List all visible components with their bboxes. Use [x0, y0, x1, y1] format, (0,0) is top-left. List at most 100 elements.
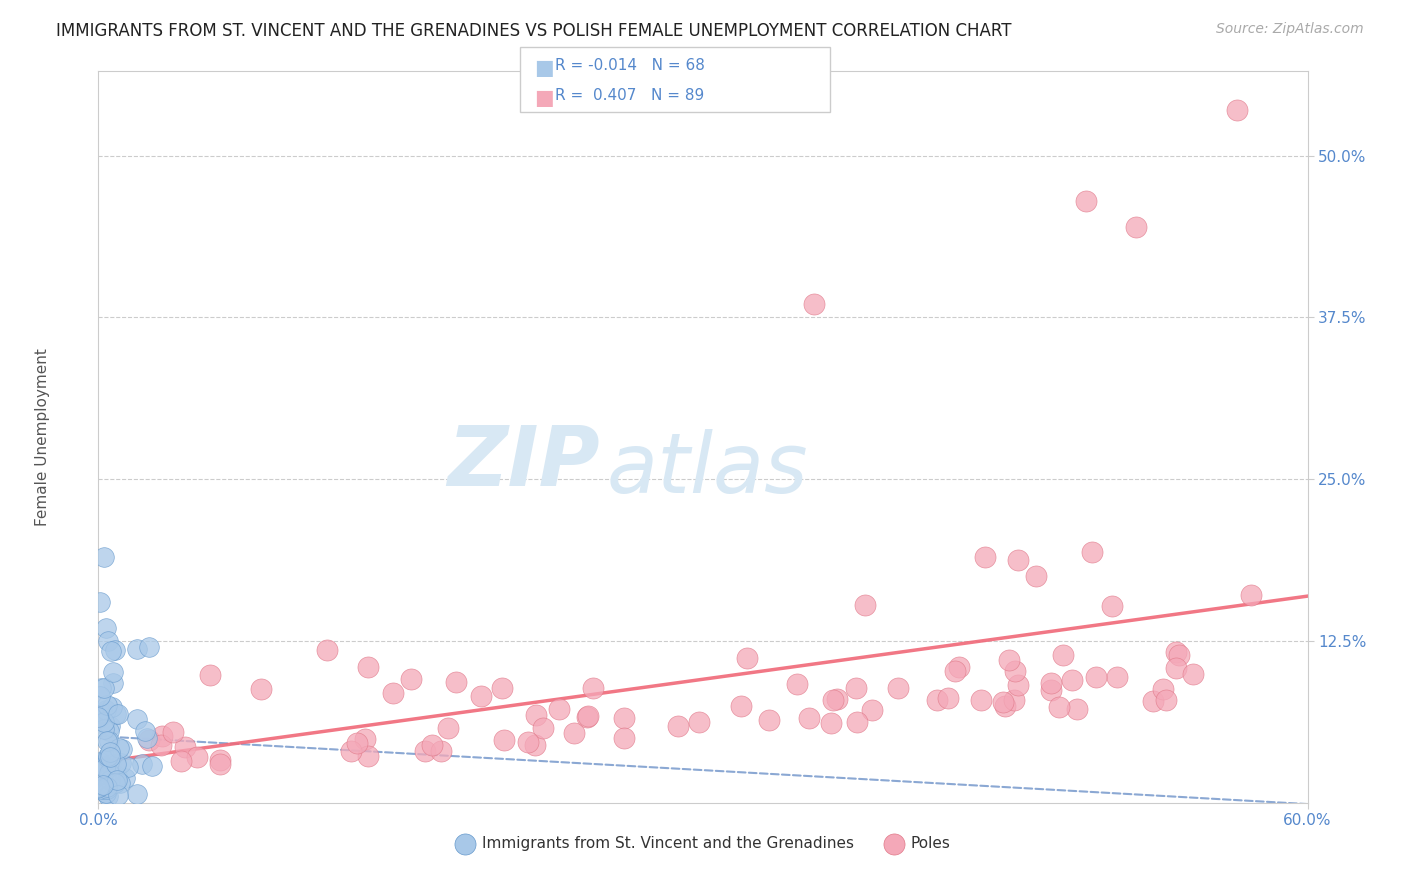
Text: IMMIGRANTS FROM ST. VINCENT AND THE GRENADINES VS POLISH FEMALE UNEMPLOYMENT COR: IMMIGRANTS FROM ST. VINCENT AND THE GREN…	[56, 22, 1012, 40]
Point	[1085, 670, 1108, 684]
Point	[346, 736, 368, 750]
Point	[524, 708, 547, 723]
Point	[101, 700, 124, 714]
Point	[100, 757, 122, 772]
Point	[1039, 676, 1062, 690]
Point	[853, 599, 876, 613]
Point	[974, 549, 997, 564]
Point	[758, 713, 780, 727]
Point	[1164, 645, 1187, 659]
Point	[613, 711, 636, 725]
Point	[96, 698, 118, 712]
Point	[1039, 682, 1062, 697]
Point	[91, 781, 114, 796]
Point	[97, 634, 120, 648]
Point	[138, 733, 160, 747]
Point	[94, 702, 117, 716]
Point	[94, 780, 117, 794]
Point	[87, 710, 110, 724]
Point	[98, 719, 121, 733]
Point	[105, 772, 128, 787]
Point	[1025, 569, 1047, 583]
Point	[93, 722, 115, 736]
Point	[117, 760, 139, 774]
Point	[991, 695, 1014, 709]
Text: atlas: atlas	[606, 429, 808, 510]
Point	[688, 714, 710, 729]
Point	[948, 660, 970, 674]
Point	[150, 729, 173, 743]
Point	[943, 664, 966, 678]
Point	[998, 653, 1021, 667]
Point	[98, 767, 121, 781]
Point	[1152, 682, 1174, 697]
Point	[90, 681, 112, 696]
Point	[823, 693, 845, 707]
Point	[100, 750, 122, 764]
Point	[96, 781, 118, 796]
Point	[97, 723, 120, 738]
Point	[97, 748, 120, 763]
Point	[887, 681, 910, 695]
Point	[105, 769, 128, 783]
Point	[100, 644, 122, 658]
Point	[170, 754, 193, 768]
Point	[1240, 588, 1263, 602]
Point	[91, 778, 114, 792]
Point	[422, 738, 444, 752]
Point	[730, 699, 752, 714]
Point	[786, 677, 808, 691]
Point	[357, 660, 380, 674]
Point	[575, 709, 598, 723]
Point	[208, 753, 231, 767]
Text: ZIP: ZIP	[447, 422, 600, 503]
Point	[209, 757, 232, 772]
Point	[96, 780, 118, 794]
Point	[548, 701, 571, 715]
Point	[413, 744, 436, 758]
Point	[135, 731, 157, 746]
Point	[105, 706, 128, 721]
Point	[101, 665, 124, 679]
Point	[356, 749, 378, 764]
Point	[104, 757, 127, 772]
Point	[927, 693, 949, 707]
Point	[1101, 599, 1123, 614]
Point	[825, 692, 848, 706]
Point	[799, 710, 821, 724]
Point	[1060, 673, 1083, 687]
Point	[1066, 701, 1088, 715]
Point	[110, 756, 132, 770]
Point	[860, 702, 883, 716]
Point	[1002, 693, 1025, 707]
Point	[399, 672, 422, 686]
Point	[96, 733, 118, 747]
Point	[108, 740, 131, 755]
Legend: Immigrants from St. Vincent and the Grenadines, Poles: Immigrants from St. Vincent and the Gren…	[450, 830, 956, 857]
Point	[138, 640, 160, 655]
Point	[1226, 103, 1249, 118]
Y-axis label: Female Unemployment: Female Unemployment	[35, 348, 49, 526]
Point	[1168, 648, 1191, 662]
Point	[186, 750, 208, 764]
Point	[1081, 545, 1104, 559]
Point	[141, 759, 163, 773]
Point	[1142, 693, 1164, 707]
Point	[353, 731, 375, 746]
Point	[470, 689, 492, 703]
Point	[93, 681, 115, 695]
Point	[108, 776, 131, 790]
Point	[93, 549, 115, 564]
Text: Source: ZipAtlas.com: Source: ZipAtlas.com	[1216, 22, 1364, 37]
Point	[576, 708, 599, 723]
Point	[492, 733, 515, 747]
Point	[98, 733, 121, 747]
Point	[429, 744, 451, 758]
Point	[846, 714, 869, 729]
Point	[89, 762, 111, 776]
Point	[93, 715, 115, 730]
Point	[103, 676, 125, 690]
Point	[97, 789, 120, 803]
Point	[1125, 219, 1147, 234]
Point	[1074, 194, 1097, 208]
